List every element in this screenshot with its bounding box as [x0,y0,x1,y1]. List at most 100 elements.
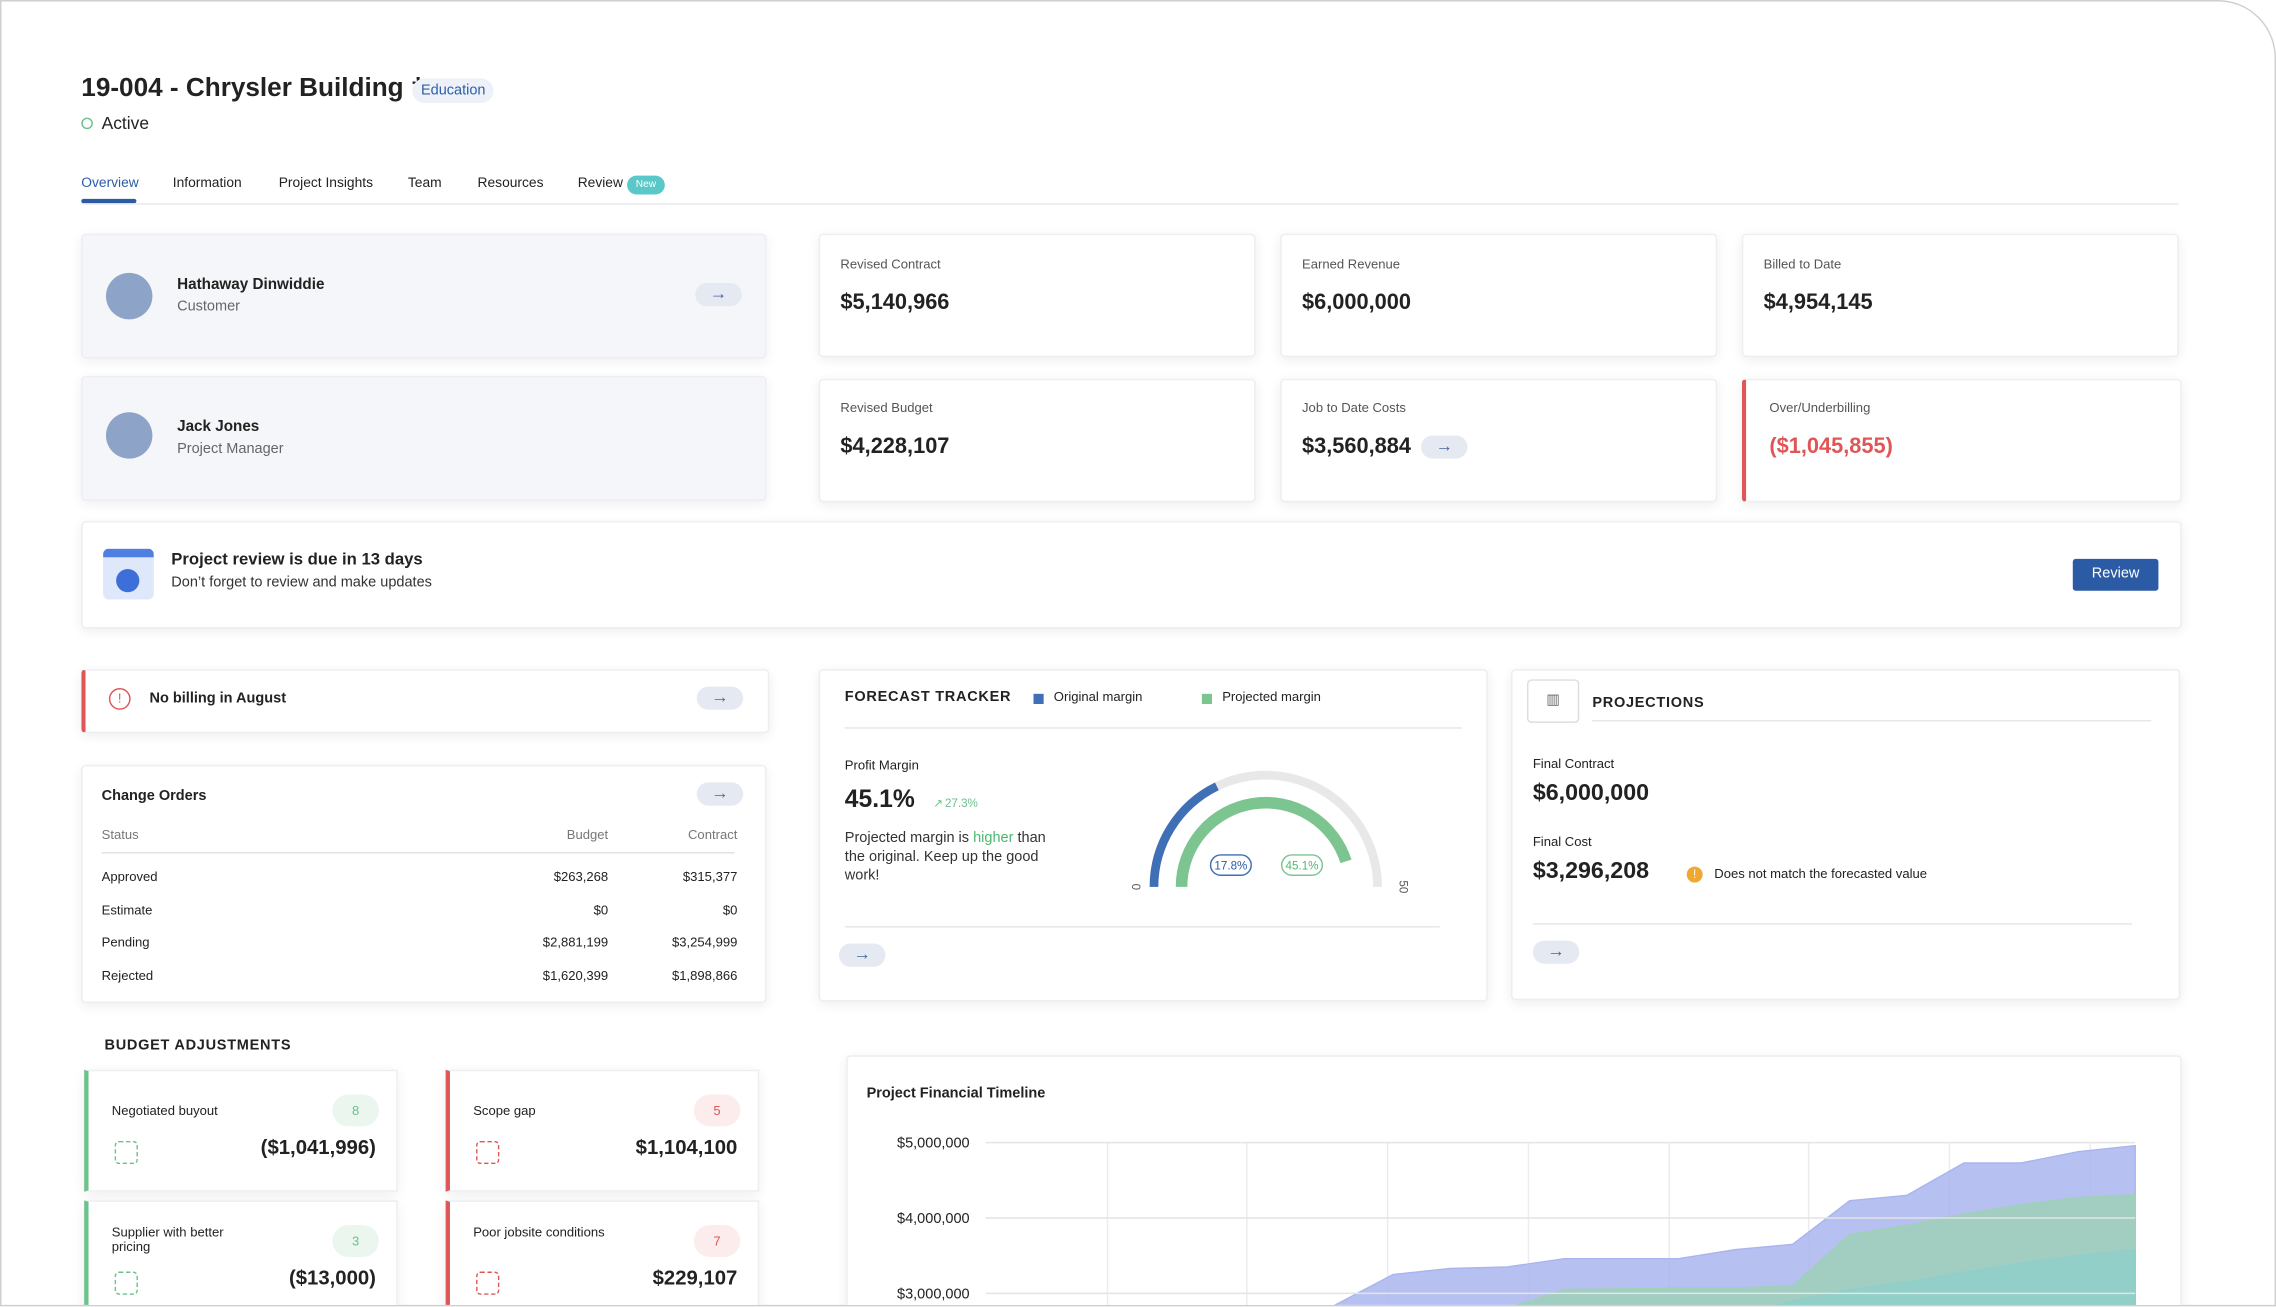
adjustment-value: ($13,000) [288,1265,376,1289]
adjustment-count: 5 [693,1094,741,1127]
gear [116,568,140,593]
review-subtitle: Don’t forget to review and make updates [171,574,432,591]
review-title: Project review is due in 13 days [171,551,423,569]
delta-arrow: ↗ [933,796,944,810]
tab[interactable]: Project Insights [278,175,373,192]
contact-name: Jack Jones [177,418,260,436]
y-tick-label: $4,000,000 [897,1211,970,1227]
metric-card: Billed to Date $4,954,145 [1741,233,2179,358]
contact-card[interactable]: Jack Jones Project Manager [81,375,767,501]
cell: $315,377 [682,869,738,884]
adjustment-card: Poor jobsite conditions 7 $229,107 [445,1200,760,1305]
area [1774,1248,2136,1305]
tab[interactable]: Resources [477,175,544,192]
legend-swatch [1201,693,1213,704]
legend-label[interactable]: Original margin [1053,689,1143,704]
projections-card: ▥ PROJECTIONS Final Contract $6,000,000 … [1511,669,2181,1001]
gauge-label-box [1209,854,1252,876]
card-title: Project Financial Timeline [866,1085,1046,1102]
divider [81,203,2179,205]
contact-card[interactable]: Hathaway Dinwiddie Customer → [81,233,767,359]
adjustment-value: $1,104,100 [635,1135,738,1159]
adjustment-value: $229,107 [652,1265,738,1289]
metric-value: $6,000,000 [1302,290,1412,315]
metric-value: $5,140,966 [840,290,950,315]
metric-label: Earned Revenue [1302,256,1401,272]
column-header: Status [101,827,139,842]
tab[interactable]: Review [577,175,623,192]
metric-value: $6,000,000 [1532,780,1650,806]
cell: $0 [722,902,738,917]
arrow-button[interactable]: → [1532,940,1580,964]
y-tick-label: $3,000,000 [897,1286,970,1302]
rule [844,926,1440,928]
contact-icon [105,272,153,320]
metric-value: $3,296,208 [1532,859,1650,884]
column-header: Contract [688,827,738,842]
adjustment-icon [476,1140,500,1165]
metric-value: 45.1% [844,785,915,813]
adjustment-count: 3 [332,1225,379,1258]
arrow-button[interactable]: → [1421,435,1468,459]
metric-card: Revised Budget $4,228,107 [818,378,1256,503]
rule [1592,719,2152,722]
gauge-projected [1175,796,1352,887]
change-orders: Change Orders → Status Budget Contract A… [81,764,767,1004]
review-button[interactable]: Review [2072,558,2159,591]
forecast-card: FORECAST TRACKER Original margin Project… [818,669,1488,1002]
delta: 27.3% [944,796,978,810]
cell: $1,898,866 [671,967,738,982]
highlight: higher [973,830,1014,847]
metric-card: Job to Date Costs $3,560,884 → [1280,378,1718,503]
tab[interactable]: Team [407,175,442,192]
alert-text: No billing in August [149,690,287,707]
project-title: 19-004 - Chrysler Building † [81,72,426,102]
metric-label: Over/Underbilling [1769,400,1871,416]
metric-label: Revised Contract [840,256,941,272]
tab[interactable]: Overview [81,175,139,192]
alert-card: ! No billing in August → [81,669,770,734]
arrow-button[interactable]: → [838,943,886,967]
status: Active [101,113,150,134]
legend-label[interactable]: Projected margin [1222,689,1321,704]
arrow-button[interactable]: → [696,782,744,806]
metric-label: Final Contract [1532,756,1615,771]
metric-card: Over/Underbilling ($1,045,855) [1741,378,2182,503]
contact-role: Project Manager [177,441,284,458]
text: Projected margin is [844,830,974,847]
rule [844,727,1462,729]
gauge-label: 17.8% [1214,859,1247,872]
cell: $3,254,999 [671,934,738,950]
adjustment-count: 8 [332,1094,379,1127]
cell: Approved [101,869,158,884]
adjustment-icon [476,1271,500,1295]
arrow-button[interactable]: → [696,686,744,710]
card-title: Change Orders [101,788,207,805]
adjustment-card: Negotiated buyout 8 ($1,041,996) [84,1069,398,1192]
adjustment-card: Scope gap 5 $1,104,100 [445,1069,760,1192]
metric-value: ($1,045,855) [1769,434,1893,459]
forecast-note: Projected margin is higher than the orig… [845,829,1048,886]
metric-value: $4,954,145 [1763,290,1873,315]
rule [1532,923,2133,925]
warning: Does not match the forecasted value [1714,866,1928,882]
metric-label: Billed to Date [1763,256,1842,272]
adjustment-value: ($1,041,996) [260,1135,376,1159]
tab-badge: New [627,175,665,195]
tab-underline [81,198,137,204]
warning-icon: ! [1686,866,1703,883]
cell: $2,881,199 [542,934,609,950]
tab[interactable]: Information [172,175,242,192]
y-tick-label: $5,000,000 [897,1136,970,1152]
metric-card: Revised Contract $5,140,966 [818,233,1256,358]
arrow-button[interactable]: → [695,283,742,307]
chart-icon: ▥ [1527,679,1580,723]
card-title: FORECAST TRACKER [844,689,1012,706]
metric-value: $3,560,884 [1302,434,1412,459]
gauge-tick: 0 [1129,884,1142,890]
contact-icon [105,412,153,459]
status-dot [81,117,93,130]
cell: Estimate [101,902,153,917]
